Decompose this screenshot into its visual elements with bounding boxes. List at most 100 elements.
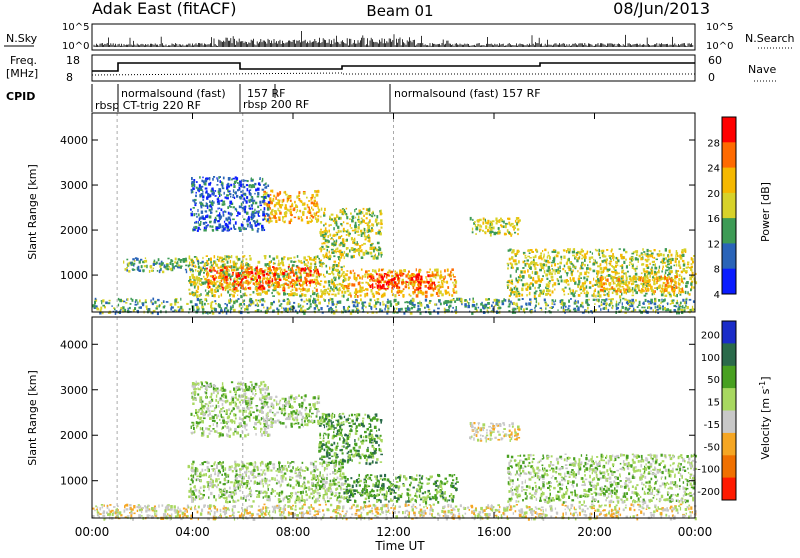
echo-cell bbox=[135, 301, 137, 303]
echo-cell bbox=[621, 271, 623, 273]
echo-cell bbox=[635, 257, 638, 259]
echo-cell bbox=[349, 233, 351, 235]
echo-cell bbox=[166, 264, 168, 266]
echo-cell bbox=[325, 227, 327, 230]
echo-cell bbox=[197, 189, 199, 191]
echo-cell bbox=[347, 290, 350, 293]
echo-cell bbox=[575, 292, 576, 294]
echo-cell bbox=[226, 255, 228, 257]
echo-cell bbox=[257, 223, 260, 226]
echo-cell bbox=[628, 300, 630, 302]
echo-cell bbox=[568, 293, 570, 295]
echo-cell bbox=[511, 289, 513, 292]
echo-cell bbox=[526, 283, 528, 286]
echo-cell bbox=[316, 213, 318, 215]
echo-cell bbox=[453, 284, 455, 286]
echo-cell bbox=[269, 197, 271, 200]
echo-cell bbox=[203, 222, 206, 225]
echo-cell bbox=[507, 229, 509, 233]
echo-cell bbox=[342, 238, 344, 241]
echo-cell bbox=[324, 209, 325, 211]
echo-cell bbox=[532, 283, 534, 286]
echo-cell bbox=[323, 224, 325, 226]
echo-cell bbox=[140, 306, 143, 308]
echo-cell bbox=[546, 270, 548, 273]
echo-cell bbox=[354, 238, 355, 240]
echo-cell bbox=[382, 284, 384, 287]
echo-cell bbox=[502, 303, 505, 306]
echo-cell bbox=[125, 302, 127, 304]
echo-cell bbox=[679, 254, 681, 257]
echo-cell bbox=[411, 279, 414, 281]
echo-cell bbox=[399, 287, 400, 289]
echo-cell bbox=[344, 256, 345, 259]
echo-cell bbox=[484, 305, 486, 308]
echo-cell bbox=[522, 298, 524, 300]
echo-cell bbox=[148, 308, 150, 310]
echo-cell bbox=[298, 270, 299, 273]
echo-cell bbox=[430, 278, 433, 280]
echo-cell bbox=[591, 256, 593, 258]
echo-cell bbox=[175, 265, 177, 267]
echo-cell bbox=[396, 285, 398, 287]
echo-cell bbox=[250, 277, 252, 279]
echo-cell bbox=[347, 288, 350, 290]
echo-cell bbox=[349, 292, 351, 294]
echo-cell bbox=[282, 200, 283, 203]
echo-cell bbox=[343, 221, 344, 223]
echo-cell bbox=[593, 270, 596, 273]
echo-cell bbox=[509, 258, 511, 261]
echo-cell bbox=[475, 224, 476, 227]
echo-cell bbox=[345, 213, 347, 215]
echo-cell bbox=[266, 278, 268, 280]
echo-cell bbox=[218, 304, 221, 307]
echo-cell bbox=[202, 191, 203, 193]
echo-cell bbox=[313, 301, 315, 303]
echo-cell bbox=[622, 302, 623, 305]
echo-cell bbox=[362, 302, 364, 305]
echo-cell bbox=[254, 193, 255, 195]
echo-cell bbox=[633, 281, 635, 283]
echo-cell bbox=[529, 252, 531, 254]
echo-cell bbox=[354, 209, 355, 212]
echo-cell bbox=[141, 265, 143, 268]
echo-cell bbox=[364, 228, 365, 232]
echo-cell bbox=[306, 197, 308, 199]
echo-cell bbox=[644, 273, 646, 276]
echo-cell bbox=[382, 276, 384, 278]
echo-cell bbox=[268, 307, 270, 309]
echo-cell bbox=[278, 263, 281, 266]
echo-cell bbox=[685, 250, 687, 253]
echo-cell bbox=[610, 275, 612, 277]
echo-cell bbox=[290, 200, 292, 202]
echo-cell bbox=[170, 303, 172, 306]
echo-cell bbox=[576, 305, 578, 307]
echo-cell bbox=[317, 190, 320, 193]
echo-cell bbox=[284, 269, 286, 272]
echo-cell bbox=[254, 209, 255, 212]
echo-cell bbox=[506, 233, 507, 235]
echo-cell bbox=[540, 307, 542, 309]
echo-cell bbox=[259, 269, 262, 272]
echo-cell bbox=[222, 261, 225, 263]
echo-cell bbox=[223, 274, 225, 277]
echo-cell bbox=[664, 307, 665, 309]
echo-cell bbox=[554, 289, 555, 291]
echo-cell bbox=[607, 269, 609, 271]
echo-cell bbox=[217, 220, 220, 222]
echo-cell bbox=[205, 210, 207, 212]
echo-cell bbox=[328, 284, 330, 287]
echo-cell bbox=[336, 264, 338, 267]
echo-cell bbox=[686, 281, 689, 284]
echo-cell bbox=[324, 289, 327, 292]
echo-cell bbox=[402, 294, 404, 297]
echo-cell bbox=[472, 301, 475, 303]
echo-cell bbox=[171, 306, 172, 309]
echo-cell bbox=[338, 262, 340, 264]
echo-cell bbox=[523, 270, 526, 273]
echo-cell bbox=[227, 285, 229, 288]
echo-cell bbox=[488, 298, 490, 300]
echo-cell bbox=[525, 303, 527, 306]
echo-cell bbox=[434, 269, 436, 272]
echo-cell bbox=[545, 264, 547, 267]
